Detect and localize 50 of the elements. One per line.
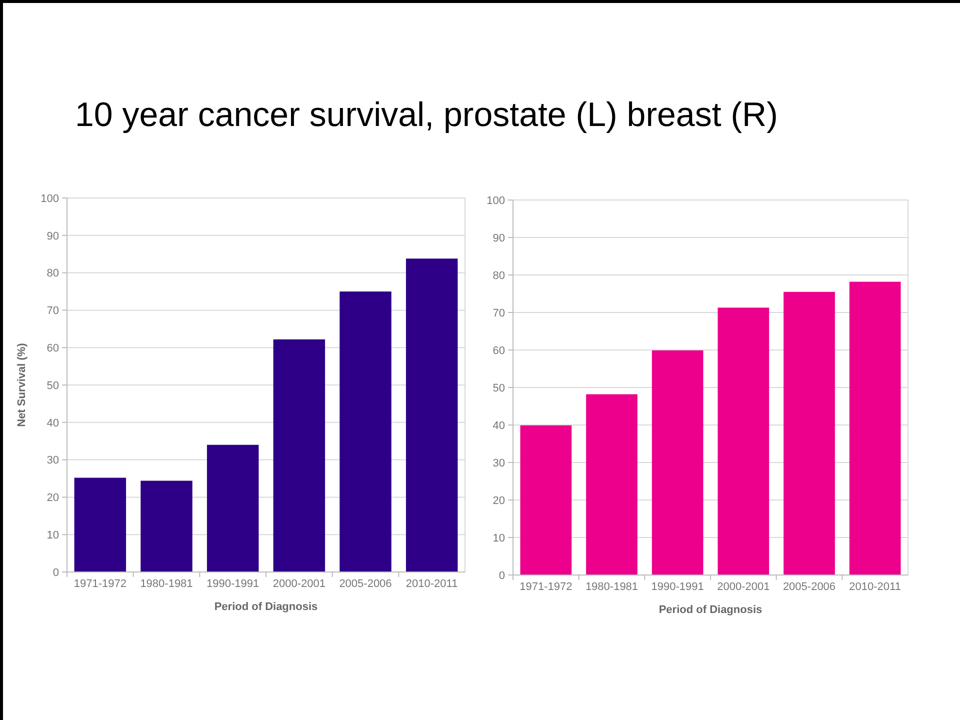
y-tick-label: 50 (46, 380, 59, 392)
x-tick-label: 1980-1981 (140, 578, 193, 590)
y-tick-label: 0 (498, 570, 505, 582)
bar (74, 478, 126, 572)
y-tick-label: 100 (486, 194, 505, 207)
y-axis-title: Net Survival (%) (16, 342, 28, 427)
y-tick-label: 40 (46, 417, 59, 430)
bar (849, 282, 901, 575)
x-tick-label: 2010-2011 (406, 578, 458, 590)
y-tick-label: 90 (492, 232, 505, 244)
x-tick-label: 1990-1991 (651, 581, 704, 593)
x-tick-label: 2005-2006 (339, 578, 392, 590)
x-tick-label: 2010-2011 (849, 581, 901, 593)
y-tick-label: 0 (52, 566, 59, 579)
bar (520, 425, 572, 575)
y-tick-label: 30 (46, 454, 59, 467)
x-tick-label: 2000-2001 (272, 578, 326, 590)
y-tick-label: 60 (492, 344, 505, 357)
x-tick-label: 1990-1991 (206, 578, 260, 590)
bar (273, 339, 326, 572)
y-tick-label: 60 (46, 342, 59, 354)
y-tick-label: 70 (46, 305, 59, 318)
x-tick-label: 1971-1972 (74, 578, 126, 590)
bar (586, 394, 638, 575)
y-tick-label: 30 (492, 457, 505, 470)
y-tick-label: 80 (492, 270, 505, 282)
y-tick-label: 20 (492, 494, 505, 507)
y-tick-label: 50 (492, 382, 505, 394)
x-tick-label: 1971-1972 (520, 581, 572, 593)
bar (340, 292, 392, 572)
bar (406, 258, 458, 572)
x-tick-label: 2000-2001 (717, 581, 770, 593)
x-tick-label: 2005-2006 (782, 581, 836, 593)
y-tick-label: 90 (46, 230, 59, 242)
x-tick-label: 1980-1981 (585, 581, 638, 593)
y-tick-label: 10 (46, 529, 59, 542)
chart-title: 10 year cancer survival, prostate (L) breast (R) (75, 96, 778, 134)
y-tick-label: 80 (46, 268, 59, 280)
y-tick-label: 20 (46, 492, 59, 504)
bar (718, 308, 770, 575)
x-axis-title: Period of Diagnosis (658, 604, 762, 616)
y-tick-label: 40 (492, 420, 505, 432)
y-tick-label: 10 (492, 532, 505, 544)
bar (140, 480, 192, 572)
x-axis-title: Period of Diagnosis (214, 601, 318, 613)
bar (652, 350, 704, 575)
bar (784, 292, 835, 575)
y-tick-label: 70 (492, 307, 505, 320)
y-tick-label: 100 (40, 192, 59, 205)
bar (206, 444, 259, 572)
